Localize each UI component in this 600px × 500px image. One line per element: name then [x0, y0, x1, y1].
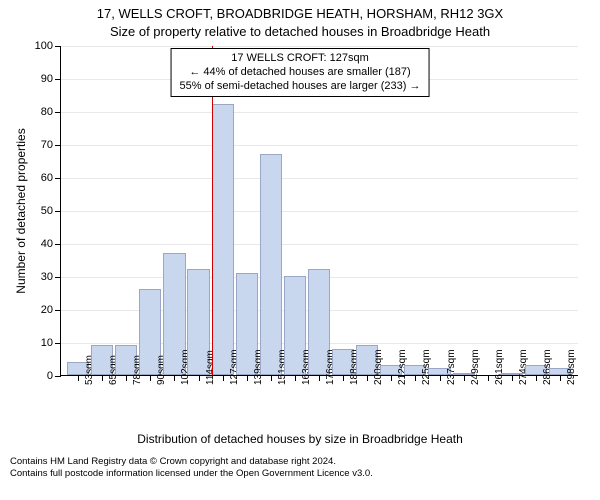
y-tick [55, 211, 61, 212]
y-tick [55, 343, 61, 344]
y-tick [55, 376, 61, 377]
y-tick-label: 40 [41, 238, 53, 250]
subject-annotation: 17 WELLS CROFT: 127sqm ← 44% of detached… [171, 48, 430, 97]
x-tick [199, 375, 200, 381]
x-tick [343, 375, 344, 381]
x-tick [560, 375, 561, 381]
y-tick-label: 100 [35, 40, 53, 52]
y-axis-label-container: Number of detached properties [14, 46, 28, 376]
y-tick [55, 244, 61, 245]
gridline [61, 178, 578, 179]
gridline [61, 244, 578, 245]
x-tick [271, 375, 272, 381]
y-tick-label: 20 [41, 304, 53, 316]
y-tick-label: 50 [41, 205, 53, 217]
x-tick [102, 375, 103, 381]
annotation-line2: ← 44% of detached houses are smaller (18… [180, 66, 421, 80]
y-tick-label: 30 [41, 271, 53, 283]
attribution-line2: Contains full postcode information licen… [10, 468, 373, 480]
x-tick [295, 375, 296, 381]
x-tick [126, 375, 127, 381]
histogram-bar [212, 104, 234, 375]
x-axis-title: Distribution of detached houses by size … [0, 432, 600, 446]
x-tick-label: 225sqm [421, 349, 432, 385]
gridline [61, 145, 578, 146]
histogram-bar [260, 154, 282, 375]
page-title-line1: 17, WELLS CROFT, BROADBRIDGE HEATH, HORS… [0, 6, 600, 21]
y-tick-label: 80 [41, 106, 53, 118]
y-tick [55, 112, 61, 113]
x-tick [319, 375, 320, 381]
x-tick-label: 261sqm [494, 349, 505, 385]
x-tick [367, 375, 368, 381]
annotation-line3: 55% of semi-detached houses are larger (… [180, 80, 421, 94]
y-tick [55, 310, 61, 311]
x-tick [247, 375, 248, 381]
y-axis-label: Number of detached properties [14, 128, 28, 293]
x-tick [150, 375, 151, 381]
y-tick [55, 79, 61, 80]
x-tick [223, 375, 224, 381]
x-tick [464, 375, 465, 381]
attribution-line1: Contains HM Land Registry data © Crown c… [10, 456, 373, 468]
y-tick-label: 70 [41, 139, 53, 151]
x-tick [440, 375, 441, 381]
y-tick [55, 46, 61, 47]
x-tick-label: 298sqm [566, 349, 577, 385]
page-title-line2: Size of property relative to detached ho… [0, 24, 600, 39]
y-tick-label: 10 [41, 337, 53, 349]
x-tick [78, 375, 79, 381]
x-tick [536, 375, 537, 381]
x-tick [488, 375, 489, 381]
y-tick-label: 60 [41, 172, 53, 184]
x-tick-label: 237sqm [446, 349, 457, 385]
y-tick-label: 90 [41, 73, 53, 85]
annotation-line1: 17 WELLS CROFT: 127sqm [180, 52, 421, 66]
x-tick-label: 286sqm [542, 349, 553, 385]
x-tick-label: 249sqm [470, 349, 481, 385]
y-tick [55, 178, 61, 179]
x-tick [174, 375, 175, 381]
attribution: Contains HM Land Registry data © Crown c… [10, 456, 373, 481]
y-tick-label: 0 [47, 370, 53, 382]
gridline [61, 46, 578, 47]
x-tick [415, 375, 416, 381]
x-tick [391, 375, 392, 381]
y-tick [55, 277, 61, 278]
gridline [61, 112, 578, 113]
gridline [61, 211, 578, 212]
chart-page: 17, WELLS CROFT, BROADBRIDGE HEATH, HORS… [0, 0, 600, 500]
y-tick [55, 145, 61, 146]
x-tick [512, 375, 513, 381]
